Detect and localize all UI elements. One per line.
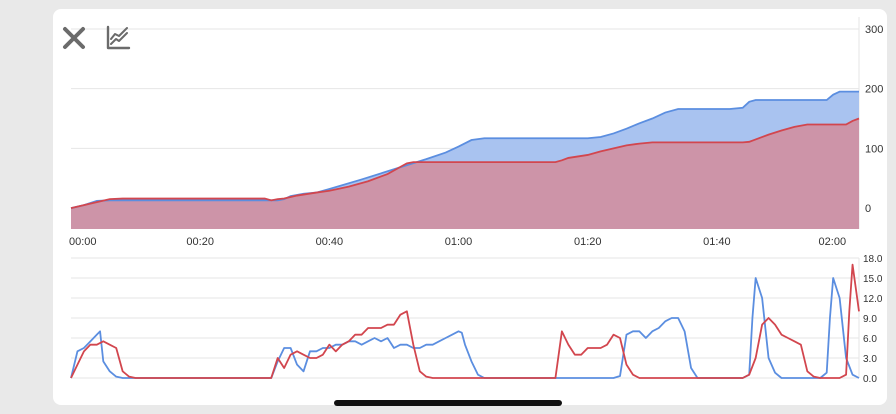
- x-tick-label: 00:40: [316, 236, 344, 248]
- x-tick-label: 02:00: [819, 236, 847, 248]
- x-tick-label: 00:00: [69, 236, 97, 248]
- line-chart-icon: [106, 25, 131, 50]
- bottom-y-tick-label: 0.0: [863, 374, 877, 385]
- cumulative-area-chart: 0 100 200 300 00:00 00:20 00:40 01:00 01:20 01:40…: [69, 17, 883, 248]
- series-red-line: [70, 117, 860, 209]
- rate-line-chart: 0.0 3.0 6.0 9.0 12.0 15.0 18.0: [70, 254, 883, 385]
- close-icon: [63, 27, 85, 49]
- x-tick-label: 00:20: [186, 236, 214, 248]
- series-red-area: [71, 118, 859, 229]
- x-tick-label: 01:00: [445, 236, 473, 248]
- bottom-y-tick-label: 12.0: [863, 294, 883, 305]
- charts-svg: 0 100 200 300 00:00 00:20 00:40 01:00 01:20 01:40…: [69, 17, 883, 385]
- bottom-y-tick-label: 6.0: [863, 334, 877, 345]
- top-y-tick-label: 0: [865, 203, 871, 215]
- series-blue-line: [70, 90, 859, 209]
- bottom-y-tick-label: 3.0: [863, 354, 877, 365]
- close-button[interactable]: [59, 23, 89, 53]
- chart-type-button[interactable]: [103, 23, 133, 53]
- home-indicator[interactable]: [334, 400, 562, 406]
- rate-series-red-line: [70, 263, 860, 379]
- top-y-tick-label: 300: [865, 24, 883, 36]
- rate-series-blue-line: [70, 277, 860, 379]
- top-y-tick-label: 100: [865, 143, 883, 155]
- x-tick-label: 01:20: [574, 236, 602, 248]
- bottom-y-tick-label: 15.0: [863, 274, 883, 285]
- chart-card: 0 100 200 300 00:00 00:20 00:40 01:00 01:20 01:40…: [53, 9, 887, 405]
- bottom-y-tick-label: 9.0: [863, 314, 877, 325]
- top-y-tick-label: 200: [865, 84, 883, 96]
- bottom-y-tick-label: 18.0: [863, 254, 883, 265]
- x-tick-label: 01:40: [703, 236, 731, 248]
